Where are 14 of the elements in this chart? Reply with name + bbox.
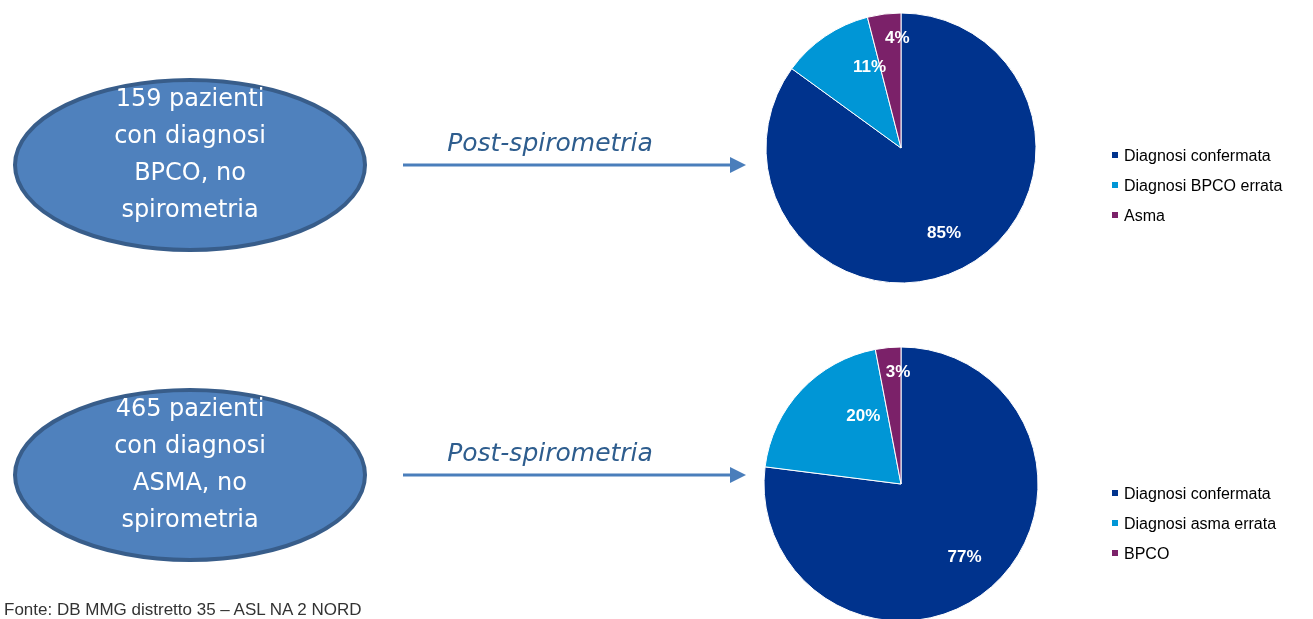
legend-label: Diagnosi confermata <box>1124 146 1271 164</box>
text: Post-spirometria <box>446 438 654 467</box>
text: 159 pazienti con diagnosi BPCO, no spirometria <box>113 83 267 225</box>
legend-label: Diagnosi BPCO errata <box>1124 176 1283 194</box>
source-note: Fonte: DB MMG distretto 35 – ASL NA 2 NORD <box>4 600 362 619</box>
data-label: 77% <box>947 546 982 566</box>
legend-label: Asma <box>1124 206 1165 224</box>
legend-label: Diagnosi asma errata <box>1124 514 1277 532</box>
data-label: 85% <box>927 222 962 242</box>
data-label: 20% <box>846 405 881 425</box>
text: Post-spirometria <box>446 128 654 157</box>
text: 465 pazienti con diagnosi ASMA, no spirometria <box>113 393 267 535</box>
legend-label: BPCO <box>1124 544 1170 562</box>
legend-label: Diagnosi confermata <box>1124 484 1271 502</box>
